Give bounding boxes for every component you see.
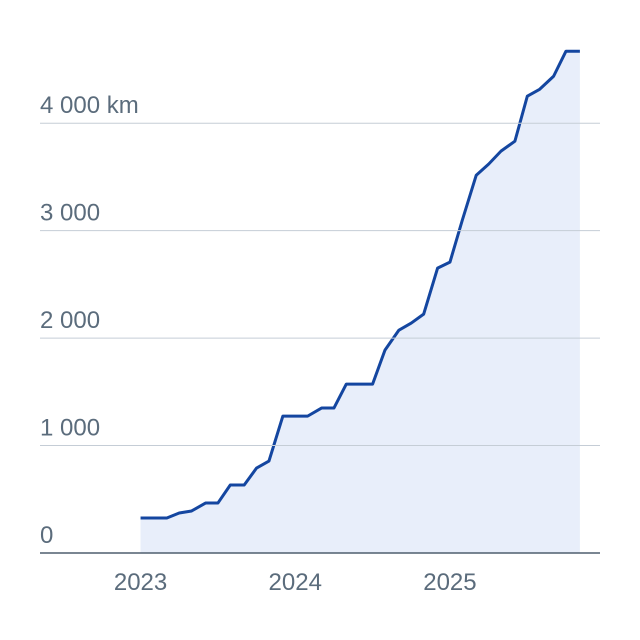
y-tick-label: 1 000 xyxy=(40,415,100,442)
line xyxy=(140,49,580,520)
y-tick-label: 2 000 xyxy=(40,307,100,334)
x-tick-label: 2025 xyxy=(423,569,476,596)
y-tick-label: 4 000 km xyxy=(40,92,139,119)
area xyxy=(140,51,580,554)
x-tick-label: 2023 xyxy=(114,569,167,596)
y-tick-label: 3 000 xyxy=(40,200,100,227)
x-tick-label: 2024 xyxy=(269,569,322,596)
y-tick-label: 0 xyxy=(40,522,53,549)
